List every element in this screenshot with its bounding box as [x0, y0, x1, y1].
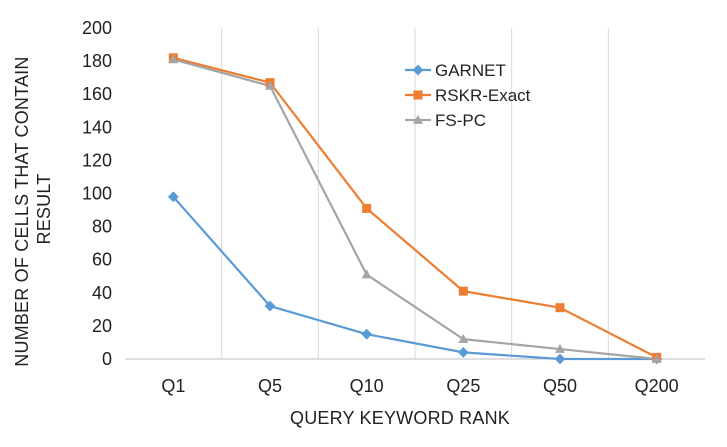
data-point-triangle [413, 114, 423, 124]
x-tick-label: Q200 [635, 376, 679, 396]
y-tick-label: 140 [82, 117, 112, 137]
legend-label-garnet: GARNET [435, 61, 506, 80]
data-point-square [413, 90, 423, 100]
data-point-square [458, 286, 468, 296]
y-tick-label: 80 [92, 217, 112, 237]
x-tick-label: Q25 [446, 376, 480, 396]
legend-label-fs-pc: FS-PC [435, 111, 486, 130]
data-point-triangle [458, 333, 469, 343]
x-tick-label: Q1 [161, 376, 185, 396]
data-point-diamond [167, 191, 179, 203]
y-tick-label: 200 [82, 18, 112, 38]
data-point-diamond [554, 353, 566, 365]
series-layer [167, 53, 663, 365]
data-point-diamond [412, 64, 424, 76]
data-point-diamond [264, 300, 276, 312]
y-tick-label: 160 [82, 84, 112, 104]
data-point-triangle [361, 269, 372, 279]
y-tick-label: 40 [92, 283, 112, 303]
series-line-fs-pc [172, 58, 658, 361]
data-point-triangle [651, 353, 662, 363]
x-tick-labels: Q1 Q5 Q10 Q25 Q50 Q200 [161, 376, 678, 396]
y-tick-labels: 0 20 40 60 80 100 120 140 160 180 200 [82, 18, 112, 369]
y-tick-label: 180 [82, 51, 112, 71]
data-point-square [555, 303, 565, 313]
x-tick-label: Q50 [543, 376, 577, 396]
grid-layer [221, 28, 609, 359]
y-tick-label: 20 [92, 316, 112, 336]
y-axis-title: NUMBER OF CELLS THAT CONTAIN RESULT [12, 51, 54, 367]
y-tick-label: 120 [82, 150, 112, 170]
y-axis-title-line-1: NUMBER OF CELLS THAT CONTAIN [12, 56, 32, 366]
y-tick-label: 60 [92, 250, 112, 270]
data-point-square [362, 203, 372, 213]
y-tick-label: 0 [102, 349, 112, 369]
data-point-diamond [361, 328, 373, 340]
series-line-rskr-exact [172, 56, 658, 359]
y-axis-title-line-2: RESULT [34, 174, 54, 245]
y-tick-label: 100 [82, 184, 112, 204]
data-point-triangle [168, 54, 179, 64]
series-line-garnet [172, 195, 658, 361]
data-point-diamond [457, 346, 469, 358]
data-point-triangle [265, 80, 275, 90]
legend: GARNET RSKR-Exact FS-PC [405, 61, 531, 130]
x-tick-label: Q5 [258, 376, 282, 396]
x-axis-title: QUERY KEYWORD RANK [290, 408, 510, 428]
x-tick-label: Q10 [350, 376, 384, 396]
data-point-triangle [555, 343, 565, 353]
legend-label-rskr-exact: RSKR-Exact [435, 86, 531, 105]
